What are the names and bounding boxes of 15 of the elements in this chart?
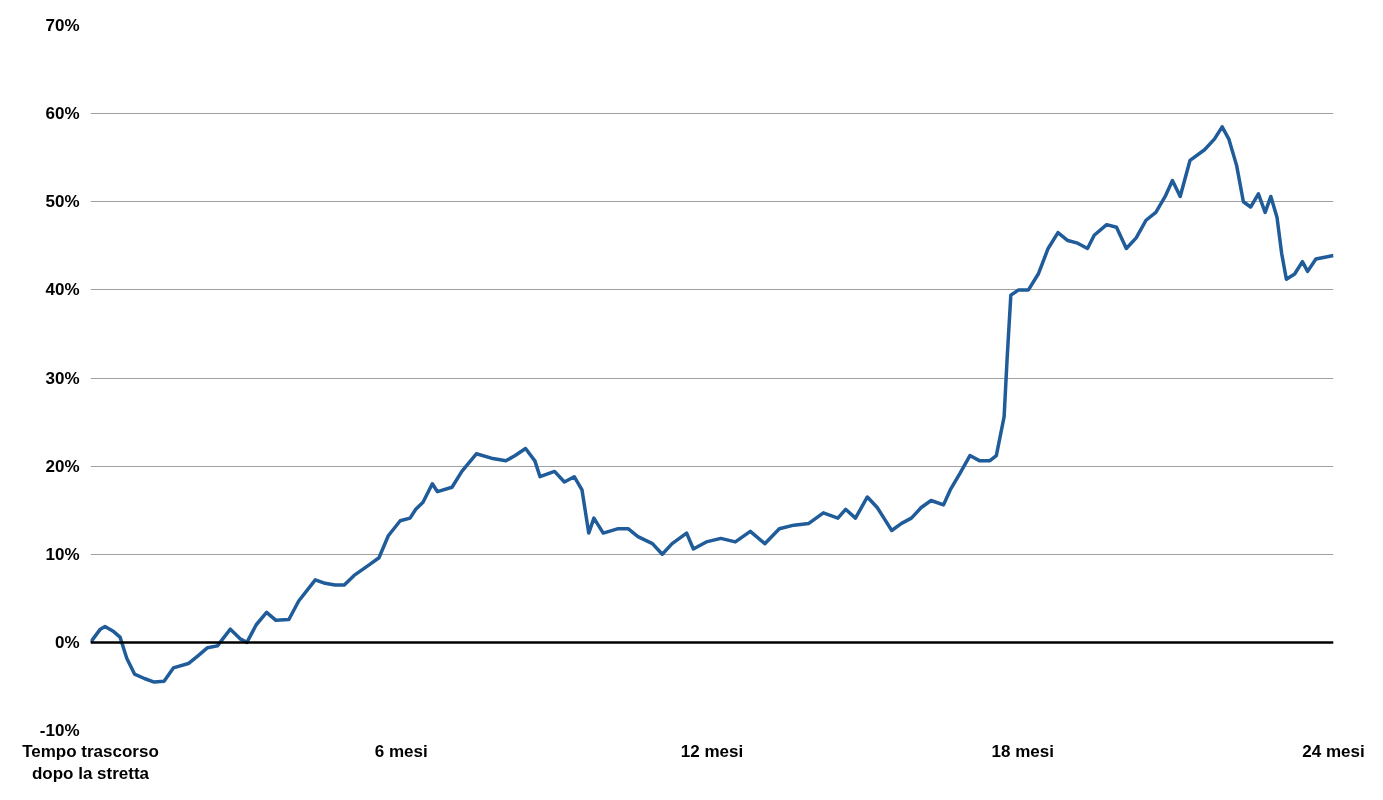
y-tick-label: -10% [39, 721, 80, 740]
x-tick-label: 12 mesi [680, 741, 744, 761]
y-tick-label: 60% [45, 104, 80, 124]
y-tick-label: 20% [45, 456, 80, 476]
x-tick-label: 18 mesi [991, 741, 1054, 761]
y-tick-label: 50% [45, 192, 80, 212]
line-series [90, 125, 1334, 684]
x-tick-label: Tempo trascorso dopo la stretta [22, 741, 159, 784]
y-tick-label: 40% [45, 280, 80, 300]
y-tick-label: 10% [45, 544, 80, 564]
y-tick-label: 30% [45, 368, 80, 388]
y-tick-label: 0% [54, 632, 80, 652]
x-tick-label: 24 mesi [1302, 741, 1365, 761]
x-tick-label: 6 mesi [374, 741, 428, 761]
y-tick-label: 70% [45, 16, 80, 35]
